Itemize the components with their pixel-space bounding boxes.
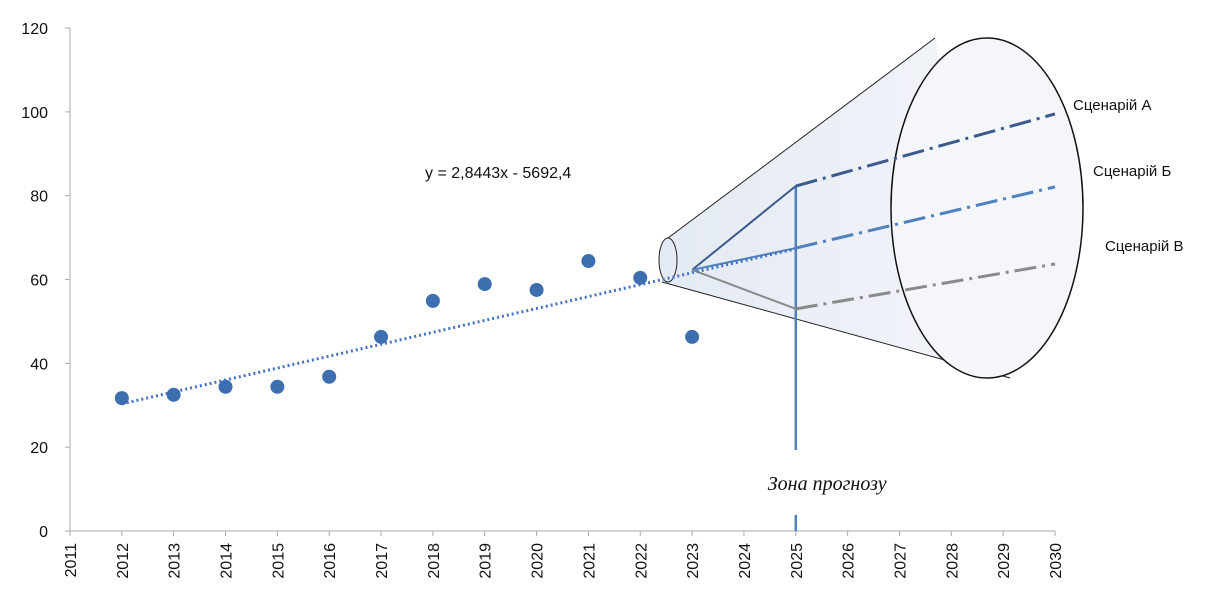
x-tick-label: 2026 [841,543,858,579]
x-tick-label: 2011 [63,543,80,578]
data-point [270,380,284,394]
scenario-label: Сценарій А [1073,97,1151,114]
data-point [426,294,440,308]
x-tick-label: 2016 [322,543,339,579]
x-tick-label: 2015 [270,543,287,579]
x-tick-label: 2021 [581,543,598,579]
data-point [530,283,544,297]
x-tick-label: 2025 [789,543,806,579]
x-tick-label: 2012 [115,543,132,579]
y-tick-label: 40 [30,356,48,373]
x-tick-label: 2022 [633,543,650,579]
x-tick-label: 2017 [374,543,391,579]
forecast-label: Зона прогнозу [768,473,887,495]
data-point [219,380,233,394]
x-tick-label: 2019 [478,543,495,579]
x-tick-label: 2013 [167,543,184,579]
x-tick-label: 2014 [219,543,236,579]
x-tick-label: 2027 [892,543,909,579]
y-tick-label: 100 [21,105,48,122]
x-tick-label: 2018 [426,543,443,579]
x-tick-label: 2020 [530,543,547,579]
y-tick-label: 0 [39,524,48,541]
x-tick-label: 2024 [737,543,754,579]
x-tick-label: 2023 [685,543,702,579]
data-point [685,330,699,344]
scenario-label: Сценарій Б [1093,163,1171,180]
x-tick-label: 2028 [944,543,961,579]
y-tick-label: 120 [21,21,48,38]
data-point [633,271,647,285]
data-point [167,388,181,402]
y-tick-label: 60 [30,273,48,290]
chart: 0 20 40 60 80 100 120 2011 2012 2013 2014 2015 2016 2… [0,0,1216,596]
y-tick-label: 20 [30,440,48,457]
trend-equation: y = 2,8443x - 5692,4 [425,165,571,182]
data-point [115,391,129,405]
x-tick-label: 2030 [1048,543,1065,579]
y-tick-label: 80 [30,189,48,206]
forecast-cone [659,38,1083,378]
data-point [322,370,336,384]
scenario-label: Сценарій В [1105,238,1183,255]
data-point [478,277,492,291]
data-point [581,254,595,268]
x-tick-label: 2029 [996,543,1013,579]
data-point [374,330,388,344]
